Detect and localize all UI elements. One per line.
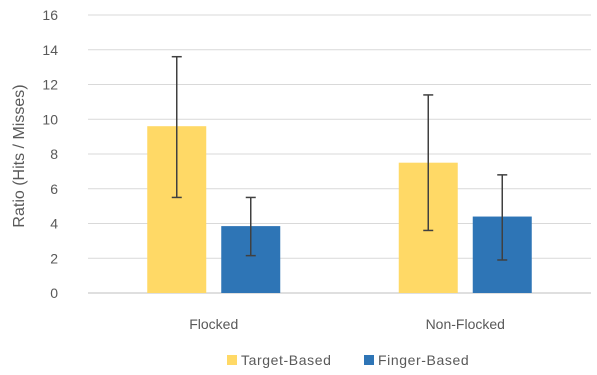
x-category-label: Flocked xyxy=(189,316,238,332)
legend-swatch xyxy=(364,355,374,365)
y-axis-ticks: 0 2 4 6 8 10 12 14 16 xyxy=(42,7,58,301)
y-tick-label: 12 xyxy=(42,77,58,93)
y-tick-label: 16 xyxy=(42,7,58,23)
legend-label: Finger-Based xyxy=(378,352,469,368)
x-axis-categories: Flocked Non-Flocked xyxy=(189,316,505,332)
y-tick-label: 8 xyxy=(50,146,58,162)
y-tick-label: 0 xyxy=(50,285,58,301)
bars xyxy=(147,126,532,293)
y-tick-label: 6 xyxy=(50,181,58,197)
error-bars xyxy=(171,55,508,261)
y-tick-label: 2 xyxy=(50,250,58,266)
x-category-label: Non-Flocked xyxy=(426,316,505,332)
legend-swatch xyxy=(227,355,237,365)
y-tick-label: 10 xyxy=(42,111,58,127)
legend: Target-Based Finger-Based xyxy=(227,352,469,368)
y-axis-title: Ratio (Hits / Misses) xyxy=(11,84,28,227)
y-tick-label: 14 xyxy=(42,42,58,58)
legend-label: Target-Based xyxy=(241,352,331,368)
y-tick-label: 4 xyxy=(50,216,58,232)
